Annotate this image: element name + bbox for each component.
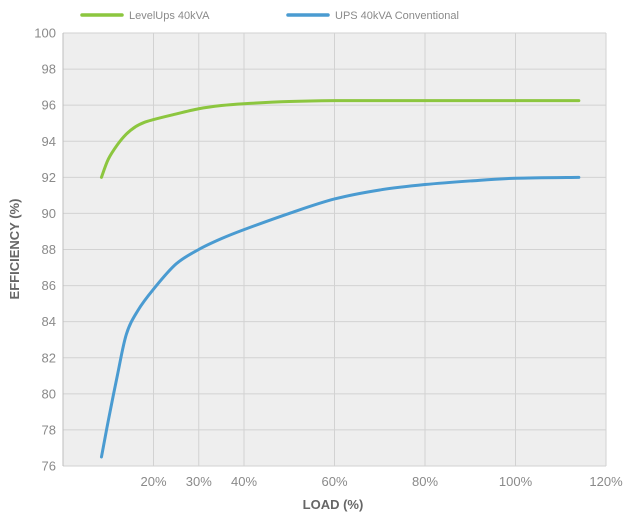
- y-tick-label: 80: [42, 386, 56, 401]
- y-tick-label: 76: [42, 459, 56, 474]
- y-tick-label: 88: [42, 242, 56, 257]
- y-tick-label: 86: [42, 278, 56, 293]
- y-tick-label: 94: [42, 134, 56, 149]
- y-axis-title: EFFICIENCY (%): [7, 199, 22, 300]
- y-tick-label: 78: [42, 422, 56, 437]
- y-tick-label: 92: [42, 170, 56, 185]
- x-tick-label: 80%: [412, 474, 438, 489]
- y-tick-label: 98: [42, 62, 56, 77]
- x-tick-label: 60%: [321, 474, 347, 489]
- y-tick-label: 96: [42, 98, 56, 113]
- x-axis-title: LOAD (%): [303, 497, 364, 512]
- y-tick-label: 90: [42, 206, 56, 221]
- legend-label-levelups-40kva: LevelUps 40kVA: [129, 10, 210, 22]
- x-tick-label: 30%: [186, 474, 212, 489]
- series-layer: [99, 99, 581, 459]
- x-tick-label: 100%: [499, 474, 533, 489]
- y-axis-ticks: 76 78 80 82 84 86 88 90 92 94 96 98 100: [34, 26, 56, 474]
- legend-label-ups-40kva-conventional: UPS 40kVA Conventional: [335, 10, 459, 22]
- legend: LevelUps 40kVA UPS 40kVA Conventional: [80, 10, 459, 22]
- series-line-ups-40kva-conventional: [99, 175, 581, 459]
- y-tick-label: 100: [34, 26, 56, 41]
- y-tick-label: 82: [42, 350, 56, 365]
- y-tick-label: 84: [42, 314, 56, 329]
- x-tick-label: 20%: [140, 474, 166, 489]
- x-axis-ticks: 20% 30% 40% 60% 80% 100% 120%: [140, 474, 623, 489]
- x-tick-label: 120%: [589, 474, 623, 489]
- x-tick-label: 40%: [231, 474, 257, 489]
- series-line-levelups-40kva: [99, 99, 581, 179]
